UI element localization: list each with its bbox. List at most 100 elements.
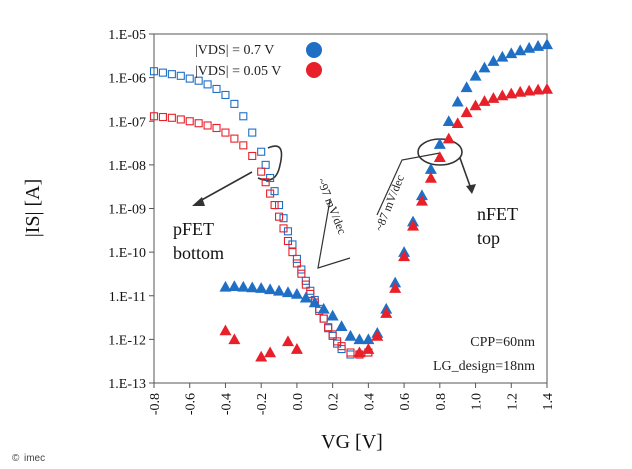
data-point-triangle (424, 172, 437, 183)
data-point-square (149, 112, 159, 121)
series-3 (219, 82, 553, 362)
data-point-triangle (228, 333, 241, 345)
data-point-triangle (255, 282, 268, 293)
data-point-triangle (237, 280, 250, 292)
data-point-triangle (424, 163, 437, 174)
data-point-triangle (469, 69, 482, 81)
data-point-square (239, 141, 248, 150)
x-tick-label: -0.4 (219, 393, 234, 415)
data-point-square (270, 200, 279, 210)
data-point-triangle (415, 189, 428, 201)
data-point-triangle (246, 281, 259, 293)
data-point-triangle (505, 47, 518, 59)
lg-label: LG_design=18nm (433, 359, 535, 374)
copyright-symbol: © (12, 453, 20, 464)
data-point-triangle (273, 284, 286, 296)
data-point-triangle (478, 61, 491, 73)
data-point-square (324, 323, 333, 332)
y-axis-title: |IS| [A] (22, 179, 44, 238)
y-tick-label: 1.E-11 (109, 290, 146, 305)
data-point-triangle (496, 89, 509, 101)
y-axis: 1.E-05 1.E-06 1.E-07 1.E-08 1.E-09 1.E-10 1.E-… (108, 28, 154, 392)
data-point-triangle (335, 320, 348, 332)
data-point-square (212, 123, 221, 133)
pfet-callout-ellipse (257, 145, 283, 181)
data-point-triangle (264, 346, 277, 358)
pfet-slope-guide (317, 199, 351, 269)
data-point-triangle (523, 84, 536, 96)
data-point-square (266, 173, 275, 183)
data-point-triangle (281, 335, 294, 347)
data-point-triangle (451, 95, 464, 107)
data-point-triangle (362, 343, 375, 354)
data-point-square (257, 167, 266, 176)
data-point-triangle (353, 333, 366, 345)
y-tick-label: 1.E-07 (108, 115, 146, 130)
data-point-triangle (496, 50, 509, 62)
data-point-triangle (523, 41, 536, 53)
data-point-triangle (487, 92, 500, 103)
data-point-square (283, 227, 293, 236)
data-point-square (194, 76, 203, 85)
y-tick-label: 1.E-06 (108, 72, 146, 87)
legend-label-vds-07: |VDS| = 0.7 V (195, 43, 274, 58)
legend-label-vds-005: |VDS| = 0.05 V (195, 64, 281, 79)
data-point-square (328, 330, 337, 339)
data-point-square (279, 224, 288, 233)
data-point-square (221, 90, 230, 100)
data-point-triangle (380, 307, 393, 318)
data-point-triangle (264, 283, 277, 295)
nfet-slope-guide (376, 152, 441, 216)
data-point-triangle (514, 85, 527, 97)
x-tick-label: 0.8 (434, 393, 449, 411)
x-tick-label: 0.0 (291, 393, 306, 411)
data-point-square (212, 84, 221, 94)
data-point-triangle (514, 44, 527, 56)
data-point-square (266, 189, 275, 198)
data-point-square (194, 119, 203, 128)
data-point-triangle (442, 132, 455, 144)
data-point-square (274, 200, 284, 210)
data-point-triangle (469, 99, 482, 111)
data-point-square (248, 151, 257, 161)
x-tick-label: -0.8 (148, 393, 163, 415)
data-point-square (346, 348, 355, 357)
x-axis-title: VG [V] (321, 431, 383, 453)
data-point-triangle (290, 343, 303, 354)
data-point-square (176, 115, 185, 124)
data-point-square (292, 259, 301, 268)
data-point-triangle (317, 302, 330, 314)
data-point-square (279, 214, 288, 223)
data-point-triangle (308, 296, 321, 308)
x-tick-label: 1.0 (470, 393, 485, 411)
x-tick-label: -0.2 (255, 393, 270, 415)
x-axis: -0.8 -0.6 -0.4 -0.2 0.0 0.2 0.4 0.6 0.8 1.0 1.2 1.4 (148, 383, 556, 415)
y-tick-label: 1.E-10 (108, 246, 146, 261)
x-tick-label: 0.6 (398, 393, 413, 411)
data-point-square (261, 160, 270, 169)
data-point-triangle (433, 151, 446, 162)
data-point-square (319, 314, 328, 323)
data-point-triangle (460, 106, 473, 118)
data-point-square (261, 178, 270, 187)
pfet-arrowhead (192, 197, 205, 206)
data-point-triangle (442, 115, 455, 127)
pfet-callout-arrow (197, 171, 253, 203)
nfet-label: nFET (477, 204, 518, 224)
data-point-triangle (389, 282, 402, 293)
data-point-square (337, 342, 346, 351)
data-point-square (270, 187, 279, 196)
data-point-triangle (415, 194, 428, 206)
data-point-square (292, 254, 301, 263)
data-point-square (319, 314, 328, 323)
data-point-triangle (451, 117, 464, 129)
data-point-triangle (219, 280, 232, 292)
data-point-triangle (541, 82, 553, 94)
y-tick-label: 1.E-05 (108, 28, 146, 43)
data-point-square (167, 113, 176, 122)
data-point-square (301, 280, 310, 289)
data-point-square (230, 99, 239, 108)
data-point-square (158, 68, 167, 77)
data-point-square (239, 112, 248, 121)
